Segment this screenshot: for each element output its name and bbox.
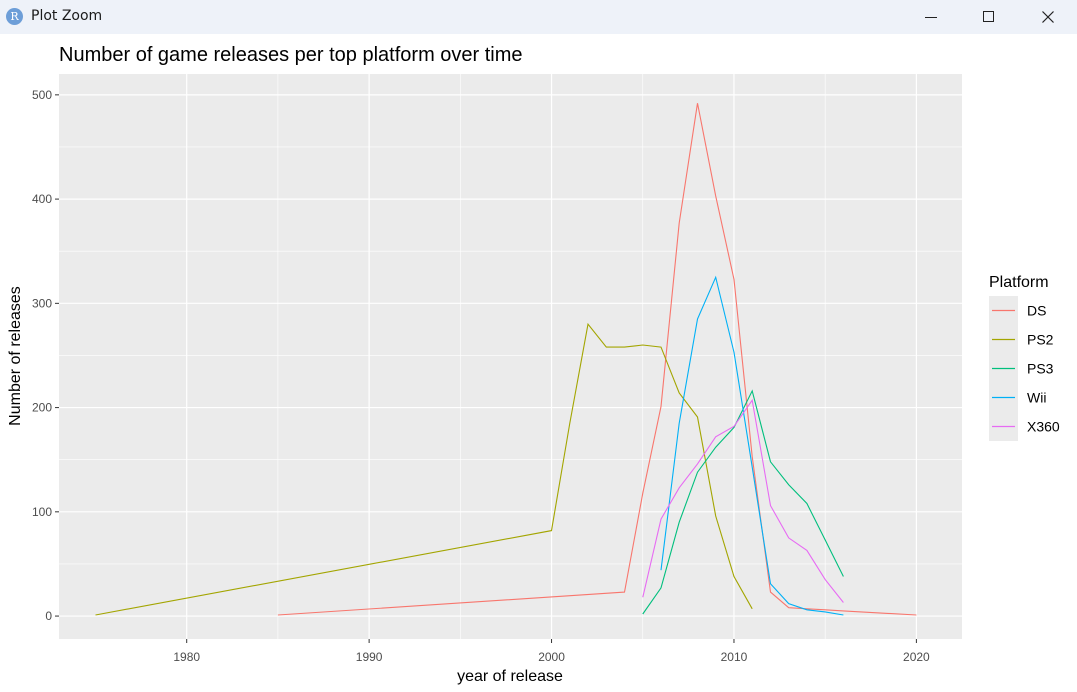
close-button[interactable] xyxy=(1019,0,1077,34)
plot-panel xyxy=(59,74,962,639)
x-tick-label: 1980 xyxy=(173,650,200,664)
y-tick-label: 500 xyxy=(32,88,52,102)
series-line-x360 xyxy=(642,398,844,603)
series-line-ds xyxy=(277,103,917,616)
y-axis-title: Number of releases xyxy=(7,286,24,426)
legend-label: DS xyxy=(1027,303,1046,319)
minimize-button[interactable] xyxy=(902,0,960,34)
x-tick-label: 1990 xyxy=(356,650,383,664)
plot-title: Number of game releases per top platform… xyxy=(59,44,523,66)
minor-gridlines xyxy=(59,74,962,639)
x-axis-title: year of release xyxy=(457,668,563,685)
legend-label: PS2 xyxy=(1027,332,1054,348)
y-tick-label: 400 xyxy=(32,192,52,206)
series-line-wii xyxy=(660,275,844,616)
y-tick-label: 300 xyxy=(32,296,52,310)
x-tick-label: 2020 xyxy=(903,650,930,664)
x-tick-label: 2000 xyxy=(538,650,565,664)
legend-title: Platform xyxy=(989,274,1049,291)
y-tick-label: 200 xyxy=(32,401,52,415)
r-app-icon: R xyxy=(6,8,23,25)
x-axis-ticks: 1980 1990 2000 2010 2020 xyxy=(173,639,930,664)
close-icon xyxy=(1042,11,1054,23)
y-tick-label: 100 xyxy=(32,505,52,519)
series-lines xyxy=(95,103,917,616)
y-tick-label: 0 xyxy=(45,609,52,623)
series-line-ps2 xyxy=(95,322,753,616)
legend: Platform DS PS2 PS3 Wii X360 xyxy=(989,274,1060,441)
x-tick-label: 2010 xyxy=(721,650,748,664)
major-gridlines xyxy=(59,74,962,639)
window-titlebar: R Plot Zoom xyxy=(0,0,1077,34)
legend-label: PS3 xyxy=(1027,361,1054,377)
minimize-icon xyxy=(925,17,937,18)
legend-label: X360 xyxy=(1027,419,1060,435)
window-title: Plot Zoom xyxy=(31,8,103,24)
chart-canvas: Number of game releases per top platform… xyxy=(7,44,1060,685)
maximize-button[interactable] xyxy=(960,0,1018,34)
maximize-icon xyxy=(983,11,994,22)
y-axis-ticks: 0 100 200 300 400 500 xyxy=(32,88,59,623)
legend-label: Wii xyxy=(1027,390,1046,406)
